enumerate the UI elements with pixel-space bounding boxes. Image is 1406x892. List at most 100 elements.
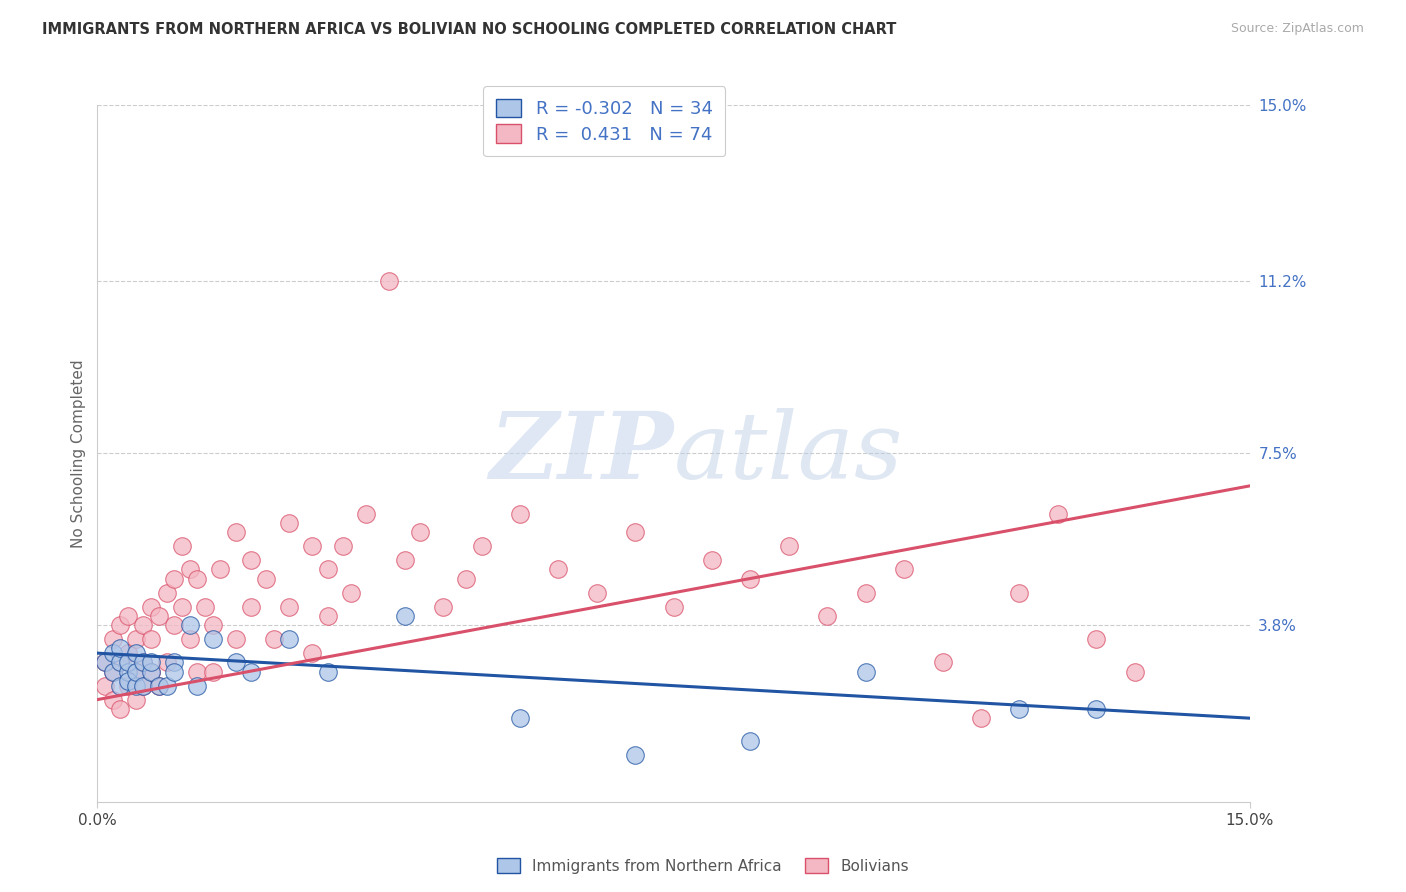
Point: [139, 656, 162, 670]
Point: [132, 679, 155, 693]
Point: [110, 679, 132, 693]
Point: [132, 679, 155, 693]
Point: [110, 656, 132, 670]
Point: [394, 553, 416, 567]
Point: [117, 609, 139, 624]
Point: [585, 585, 607, 599]
Point: [740, 734, 762, 748]
Point: [740, 572, 762, 586]
Point: [547, 562, 569, 576]
Point: [170, 539, 193, 553]
Text: Source: ZipAtlas.com: Source: ZipAtlas.com: [1230, 22, 1364, 36]
Point: [117, 679, 139, 693]
Point: [855, 665, 877, 679]
Point: [148, 679, 170, 693]
Legend: R = -0.302   N = 34, R =  0.431   N = 74: R = -0.302 N = 34, R = 0.431 N = 74: [484, 86, 725, 156]
Point: [456, 572, 478, 586]
Point: [409, 525, 432, 540]
Point: [662, 599, 685, 614]
Point: [624, 525, 647, 540]
Text: atlas: atlas: [673, 409, 903, 499]
Point: [148, 679, 170, 693]
Point: [225, 656, 247, 670]
Point: [931, 656, 953, 670]
Point: [94, 656, 117, 670]
Point: [332, 539, 354, 553]
Point: [509, 711, 531, 725]
Point: [225, 525, 247, 540]
Point: [94, 656, 117, 670]
Point: [117, 665, 139, 679]
Point: [240, 665, 263, 679]
Point: [254, 572, 277, 586]
Point: [179, 618, 201, 632]
Point: [110, 641, 132, 656]
Point: [378, 274, 401, 288]
Point: [1123, 665, 1146, 679]
Point: [186, 572, 208, 586]
Point: [117, 646, 139, 660]
Point: [186, 665, 208, 679]
Point: [509, 507, 531, 521]
Point: [139, 599, 162, 614]
Point: [201, 632, 224, 647]
Point: [163, 665, 186, 679]
Point: [163, 618, 186, 632]
Point: [316, 562, 339, 576]
Y-axis label: No Schooling Completed: No Schooling Completed: [72, 359, 86, 548]
Point: [94, 679, 117, 693]
Point: [316, 665, 339, 679]
Point: [301, 539, 323, 553]
Point: [340, 585, 363, 599]
Point: [240, 599, 263, 614]
Point: [132, 656, 155, 670]
Point: [139, 665, 162, 679]
Point: [110, 702, 132, 716]
Point: [356, 507, 378, 521]
Point: [815, 609, 838, 624]
Point: [855, 585, 877, 599]
Point: [201, 665, 224, 679]
Point: [101, 665, 124, 679]
Point: [1008, 585, 1031, 599]
Point: [155, 679, 177, 693]
Point: [148, 609, 170, 624]
Point: [125, 665, 148, 679]
Legend: Immigrants from Northern Africa, Bolivians: Immigrants from Northern Africa, Bolivia…: [491, 852, 915, 880]
Point: [1085, 702, 1108, 716]
Point: [125, 665, 148, 679]
Point: [117, 656, 139, 670]
Point: [117, 673, 139, 688]
Point: [125, 646, 148, 660]
Point: [700, 553, 723, 567]
Point: [970, 711, 993, 725]
Point: [278, 632, 301, 647]
Point: [101, 632, 124, 647]
Point: [155, 585, 177, 599]
Point: [110, 656, 132, 670]
Point: [101, 646, 124, 660]
Point: [893, 562, 915, 576]
Point: [225, 632, 247, 647]
Point: [163, 656, 186, 670]
Point: [394, 609, 416, 624]
Point: [1085, 632, 1108, 647]
Point: [179, 562, 201, 576]
Point: [110, 618, 132, 632]
Point: [1008, 702, 1031, 716]
Point: [316, 609, 339, 624]
Point: [155, 656, 177, 670]
Point: [101, 692, 124, 706]
Point: [201, 618, 224, 632]
Point: [186, 679, 208, 693]
Point: [209, 562, 232, 576]
Point: [278, 599, 301, 614]
Point: [470, 539, 492, 553]
Point: [240, 553, 263, 567]
Point: [132, 656, 155, 670]
Point: [263, 632, 285, 647]
Text: IMMIGRANTS FROM NORTHERN AFRICA VS BOLIVIAN NO SCHOOLING COMPLETED CORRELATION C: IMMIGRANTS FROM NORTHERN AFRICA VS BOLIV…: [42, 22, 897, 37]
Point: [432, 599, 454, 614]
Point: [194, 599, 217, 614]
Point: [278, 516, 301, 530]
